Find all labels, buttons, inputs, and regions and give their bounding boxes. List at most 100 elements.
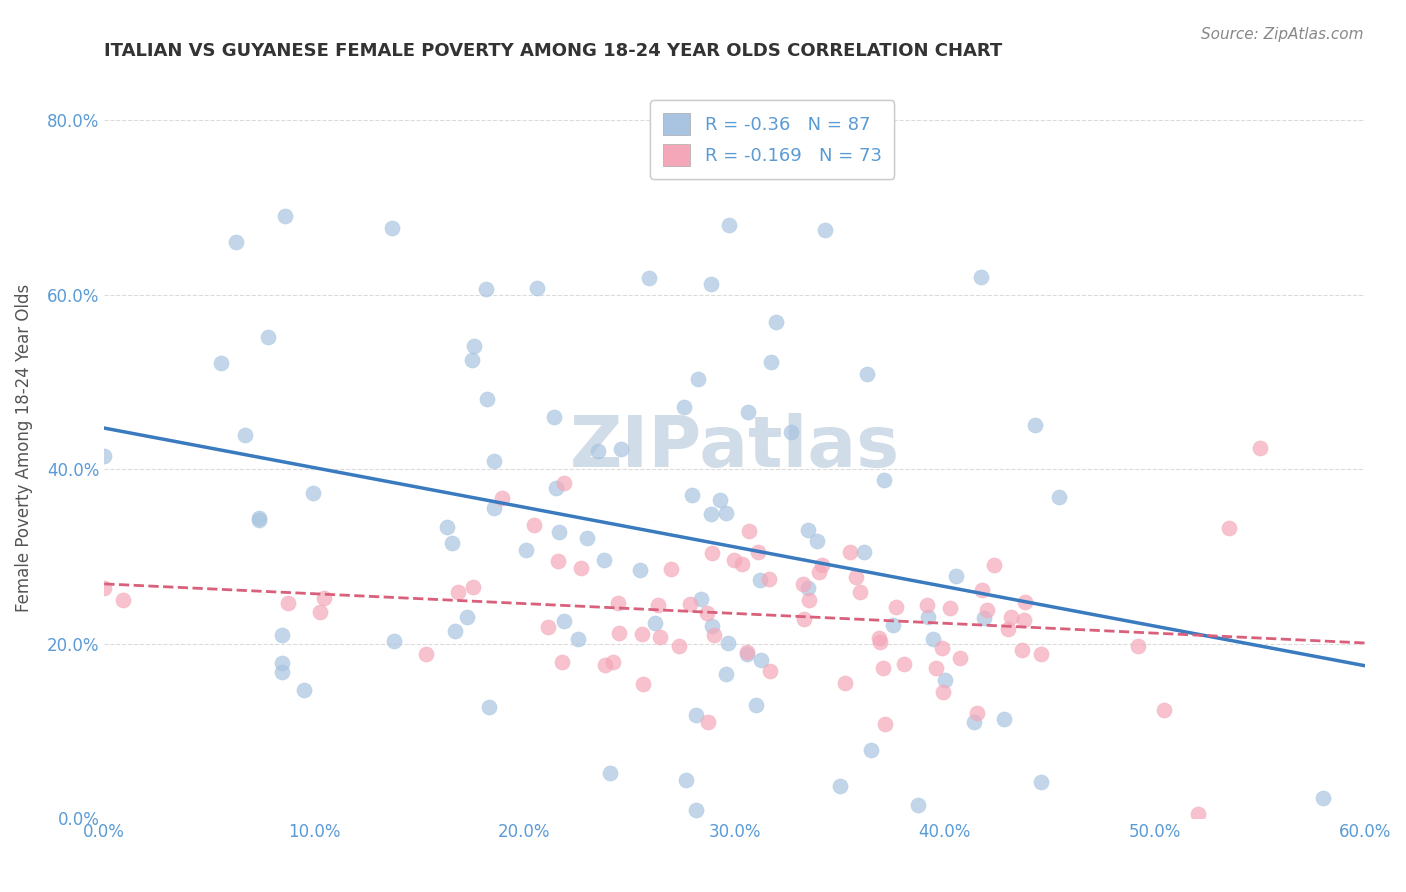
Point <box>1014 595 1036 609</box>
Point <box>271 628 294 642</box>
Point <box>799 592 821 607</box>
Point <box>547 554 569 568</box>
Point <box>748 574 770 588</box>
Point <box>628 563 651 577</box>
Point <box>700 508 723 522</box>
Point <box>1011 643 1033 657</box>
Point <box>571 561 593 575</box>
Point <box>731 557 754 571</box>
Point <box>586 444 609 458</box>
Point <box>806 533 828 548</box>
Point <box>456 610 478 624</box>
Point <box>225 235 247 249</box>
Point <box>271 656 294 670</box>
Point <box>735 645 758 659</box>
Point <box>484 501 506 516</box>
Point <box>872 661 894 675</box>
Point <box>112 593 135 607</box>
Point <box>607 626 630 640</box>
Point <box>882 618 904 632</box>
Point <box>931 641 953 656</box>
Point <box>884 599 907 614</box>
Point <box>797 581 820 595</box>
Point <box>235 427 257 442</box>
Point <box>93 582 115 596</box>
Point <box>759 355 782 369</box>
Point <box>745 698 768 713</box>
Point <box>696 606 718 620</box>
Point <box>312 591 335 605</box>
Point <box>673 401 696 415</box>
Point <box>949 651 972 665</box>
Point <box>685 707 707 722</box>
Point <box>1000 610 1022 624</box>
Point <box>747 545 769 559</box>
Point <box>717 219 740 233</box>
Point <box>678 597 700 611</box>
Point <box>523 517 546 532</box>
Point <box>681 488 703 502</box>
Point <box>444 624 467 638</box>
Point <box>922 632 945 646</box>
Point <box>668 640 690 654</box>
Point <box>1312 790 1334 805</box>
Point <box>515 543 537 558</box>
Point <box>638 270 661 285</box>
Y-axis label: Female Poverty Among 18-24 Year Olds: Female Poverty Among 18-24 Year Olds <box>15 284 32 612</box>
Point <box>592 553 614 567</box>
Point <box>1029 647 1052 661</box>
Point <box>893 657 915 672</box>
Point <box>709 493 731 508</box>
Point <box>475 282 498 296</box>
Point <box>548 525 571 540</box>
Point <box>249 514 271 528</box>
Point <box>1126 639 1149 653</box>
Point <box>309 605 332 619</box>
Point <box>536 620 558 634</box>
Point <box>647 599 669 613</box>
Point <box>1218 521 1240 535</box>
Point <box>869 635 891 649</box>
Point <box>917 610 939 624</box>
Point <box>828 780 851 794</box>
Point <box>723 553 745 567</box>
Point <box>797 523 820 537</box>
Point <box>702 546 724 560</box>
Point <box>700 619 723 633</box>
Point <box>834 676 856 690</box>
Point <box>482 454 505 468</box>
Point <box>686 372 709 386</box>
Point <box>553 614 575 628</box>
Point <box>648 630 671 644</box>
Point <box>478 700 501 714</box>
Point <box>1249 441 1271 455</box>
Point <box>945 569 967 583</box>
Point <box>436 520 458 534</box>
Point <box>463 338 485 352</box>
Legend: R = -0.36   N = 87, R = -0.169   N = 73: R = -0.36 N = 87, R = -0.169 N = 73 <box>651 101 894 178</box>
Point <box>301 486 323 500</box>
Point <box>696 714 718 729</box>
Point <box>593 658 616 673</box>
Point <box>247 511 270 525</box>
Point <box>1187 807 1209 822</box>
Point <box>765 315 787 329</box>
Point <box>973 611 995 625</box>
Point <box>551 655 574 669</box>
Point <box>1024 417 1046 432</box>
Point <box>735 647 758 661</box>
Point <box>415 647 437 661</box>
Point <box>461 580 484 594</box>
Point <box>875 717 897 731</box>
Point <box>758 572 780 586</box>
Point <box>792 577 814 591</box>
Point <box>853 544 876 558</box>
Point <box>1012 613 1035 627</box>
Text: ITALIAN VS GUYANESE FEMALE POVERTY AMONG 18-24 YEAR OLDS CORRELATION CHART: ITALIAN VS GUYANESE FEMALE POVERTY AMONG… <box>104 42 1002 60</box>
Point <box>873 473 896 487</box>
Point <box>845 570 868 584</box>
Point <box>934 673 956 687</box>
Point <box>610 442 633 457</box>
Point <box>932 685 955 699</box>
Point <box>915 598 938 612</box>
